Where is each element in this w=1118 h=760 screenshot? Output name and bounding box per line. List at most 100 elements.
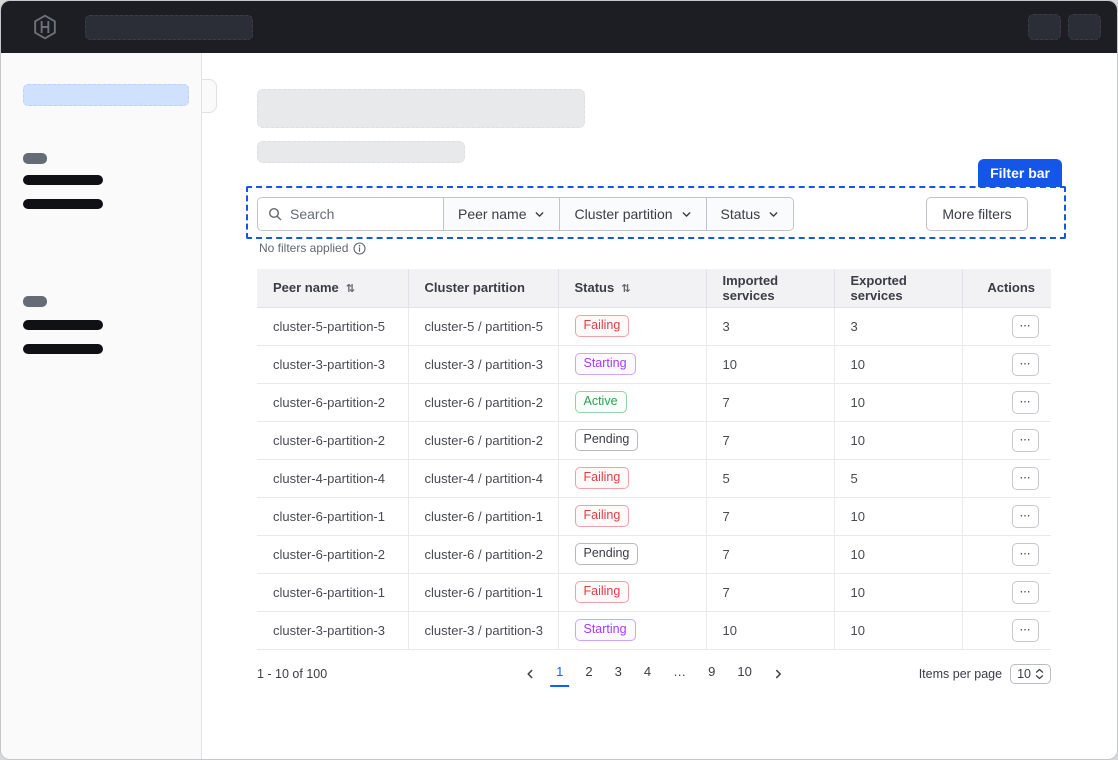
sidebar-item-skeleton bbox=[23, 320, 103, 330]
search-input[interactable] bbox=[290, 206, 433, 222]
cluster-partition-cell: cluster-4 / partition-4 bbox=[408, 459, 559, 498]
imported-services-cell: 7 bbox=[706, 383, 835, 422]
hashicorp-logo-icon[interactable] bbox=[31, 13, 59, 41]
row-actions-button[interactable]: ⋯ bbox=[1012, 428, 1039, 452]
page-number-3[interactable]: 3 bbox=[614, 664, 622, 679]
ellipsis-icon: ⋯ bbox=[1019, 433, 1032, 446]
peers-table: Peer name ⇅ Cluster partition Status ⇅ Imp… bbox=[257, 269, 1051, 650]
imported-services-cell: 7 bbox=[706, 535, 835, 574]
peer-name-filter-dropdown[interactable]: Peer name bbox=[443, 198, 560, 230]
exported-services-cell: 5 bbox=[834, 459, 963, 498]
more-filters-button[interactable]: More filters bbox=[926, 197, 1028, 231]
status-cell: Failing bbox=[558, 307, 707, 346]
peer-name-cell: cluster-6-partition-1 bbox=[257, 497, 409, 536]
status-cell: Starting bbox=[558, 345, 707, 384]
sidebar-collapse-handle[interactable] bbox=[202, 79, 217, 113]
search-field[interactable] bbox=[258, 198, 443, 230]
column-header-cluster-partition: Cluster partition bbox=[408, 269, 559, 308]
nav-action-placeholder bbox=[1068, 14, 1101, 40]
sidebar bbox=[1, 53, 202, 759]
table-row: cluster-4-partition-4 cluster-4 / partit… bbox=[257, 459, 1051, 498]
table-row: cluster-6-partition-2 cluster-6 / partit… bbox=[257, 421, 1051, 460]
status-filter-dropdown[interactable]: Status bbox=[705, 198, 794, 230]
info-icon[interactable] bbox=[353, 241, 366, 255]
cluster-partition-cell: cluster-5 / partition-5 bbox=[408, 307, 559, 346]
exported-services-cell: 10 bbox=[834, 383, 963, 422]
cluster-partition-cell: cluster-6 / partition-1 bbox=[408, 497, 559, 536]
items-per-page-select[interactable]: 10 bbox=[1010, 664, 1051, 684]
imported-services-cell: 5 bbox=[706, 459, 835, 498]
column-header-peer-name[interactable]: Peer name ⇅ bbox=[257, 269, 409, 308]
status-badge: Failing bbox=[574, 504, 630, 528]
result-range-text: 1 - 10 of 100 bbox=[257, 667, 328, 681]
table-row: cluster-6-partition-1 cluster-6 / partit… bbox=[257, 573, 1051, 612]
exported-services-cell: 10 bbox=[834, 573, 963, 612]
row-actions-button[interactable]: ⋯ bbox=[1012, 504, 1039, 528]
status-cell: Pending bbox=[558, 421, 707, 460]
row-actions-button[interactable]: ⋯ bbox=[1012, 314, 1039, 338]
imported-services-cell: 10 bbox=[706, 345, 835, 384]
sort-icon: ⇅ bbox=[345, 283, 355, 296]
status-cell: Failing bbox=[558, 573, 707, 612]
ellipsis-icon: ⋯ bbox=[1019, 471, 1032, 484]
previous-page-button[interactable] bbox=[520, 666, 540, 682]
status-cell: Active bbox=[558, 383, 707, 422]
cluster-partition-cell: cluster-3 / partition-3 bbox=[408, 345, 559, 384]
peer-name-cell: cluster-6-partition-2 bbox=[257, 535, 409, 574]
table-row: cluster-3-partition-3 cluster-3 / partit… bbox=[257, 611, 1051, 650]
table-row: cluster-5-partition-5 cluster-5 / partit… bbox=[257, 307, 1051, 346]
row-actions-button[interactable]: ⋯ bbox=[1012, 580, 1039, 604]
status-cell: Pending bbox=[558, 535, 707, 574]
sidebar-section-label-skeleton bbox=[23, 296, 47, 307]
items-per-page: Items per page 10 bbox=[919, 664, 1051, 684]
peer-name-cell: cluster-3-partition-3 bbox=[257, 611, 409, 650]
exported-services-cell: 10 bbox=[834, 345, 963, 384]
exported-services-cell: 10 bbox=[834, 611, 963, 650]
nav-action-placeholder bbox=[1028, 14, 1061, 40]
column-header-exported-services: Exported services bbox=[834, 269, 963, 308]
nav-search-placeholder bbox=[85, 14, 253, 40]
chevron-down-icon bbox=[768, 209, 779, 220]
row-actions-button[interactable]: ⋯ bbox=[1012, 390, 1039, 414]
status-badge: Starting bbox=[574, 618, 636, 642]
sidebar-item-skeleton bbox=[23, 344, 103, 354]
ellipsis-icon: ⋯ bbox=[1019, 395, 1032, 408]
actions-cell: ⋯ bbox=[962, 497, 1051, 536]
cluster-partition-cell: cluster-6 / partition-1 bbox=[408, 573, 559, 612]
page-ellipsis: … bbox=[673, 664, 687, 679]
exported-services-cell: 10 bbox=[834, 535, 963, 574]
chevron-down-icon bbox=[681, 209, 692, 220]
actions-cell: ⋯ bbox=[962, 535, 1051, 574]
column-header-actions: Actions bbox=[962, 269, 1051, 308]
exported-services-cell: 10 bbox=[834, 497, 963, 536]
exported-services-cell: 10 bbox=[834, 421, 963, 460]
ellipsis-icon: ⋯ bbox=[1019, 585, 1032, 598]
pager: 1 2 3 4 … 9 10 bbox=[520, 661, 788, 687]
next-page-button[interactable] bbox=[768, 666, 788, 682]
table-header-row: Peer name ⇅ Cluster partition Status ⇅ Imp… bbox=[257, 269, 1051, 308]
status-badge: Failing bbox=[574, 466, 630, 490]
row-actions-button[interactable]: ⋯ bbox=[1012, 542, 1039, 566]
row-actions-button[interactable]: ⋯ bbox=[1012, 618, 1039, 642]
column-header-status[interactable]: Status ⇅ bbox=[558, 269, 707, 308]
ellipsis-icon: ⋯ bbox=[1019, 623, 1032, 636]
items-per-page-label: Items per page bbox=[918, 667, 1003, 681]
page-number-9[interactable]: 9 bbox=[708, 664, 716, 679]
cluster-partition-cell: cluster-6 / partition-2 bbox=[408, 421, 559, 460]
sidebar-active-item-skeleton bbox=[23, 84, 189, 106]
cluster-partition-filter-dropdown[interactable]: Cluster partition bbox=[559, 198, 706, 230]
status-badge: Failing bbox=[574, 580, 630, 604]
page-number-10[interactable]: 10 bbox=[737, 664, 752, 679]
status-badge: Failing bbox=[574, 314, 630, 338]
actions-cell: ⋯ bbox=[962, 459, 1051, 498]
cluster-partition-cell: cluster-3 / partition-3 bbox=[408, 611, 559, 650]
page-number-1[interactable]: 1 bbox=[550, 661, 570, 687]
row-actions-button[interactable]: ⋯ bbox=[1012, 466, 1039, 490]
page-number-2[interactable]: 2 bbox=[585, 664, 593, 679]
imported-services-cell: 7 bbox=[706, 497, 835, 536]
page-number-4[interactable]: 4 bbox=[643, 664, 652, 679]
peer-name-cell: cluster-5-partition-5 bbox=[257, 307, 409, 346]
row-actions-button[interactable]: ⋯ bbox=[1012, 352, 1039, 376]
table-body: cluster-5-partition-5 cluster-5 / partit… bbox=[257, 307, 1051, 650]
